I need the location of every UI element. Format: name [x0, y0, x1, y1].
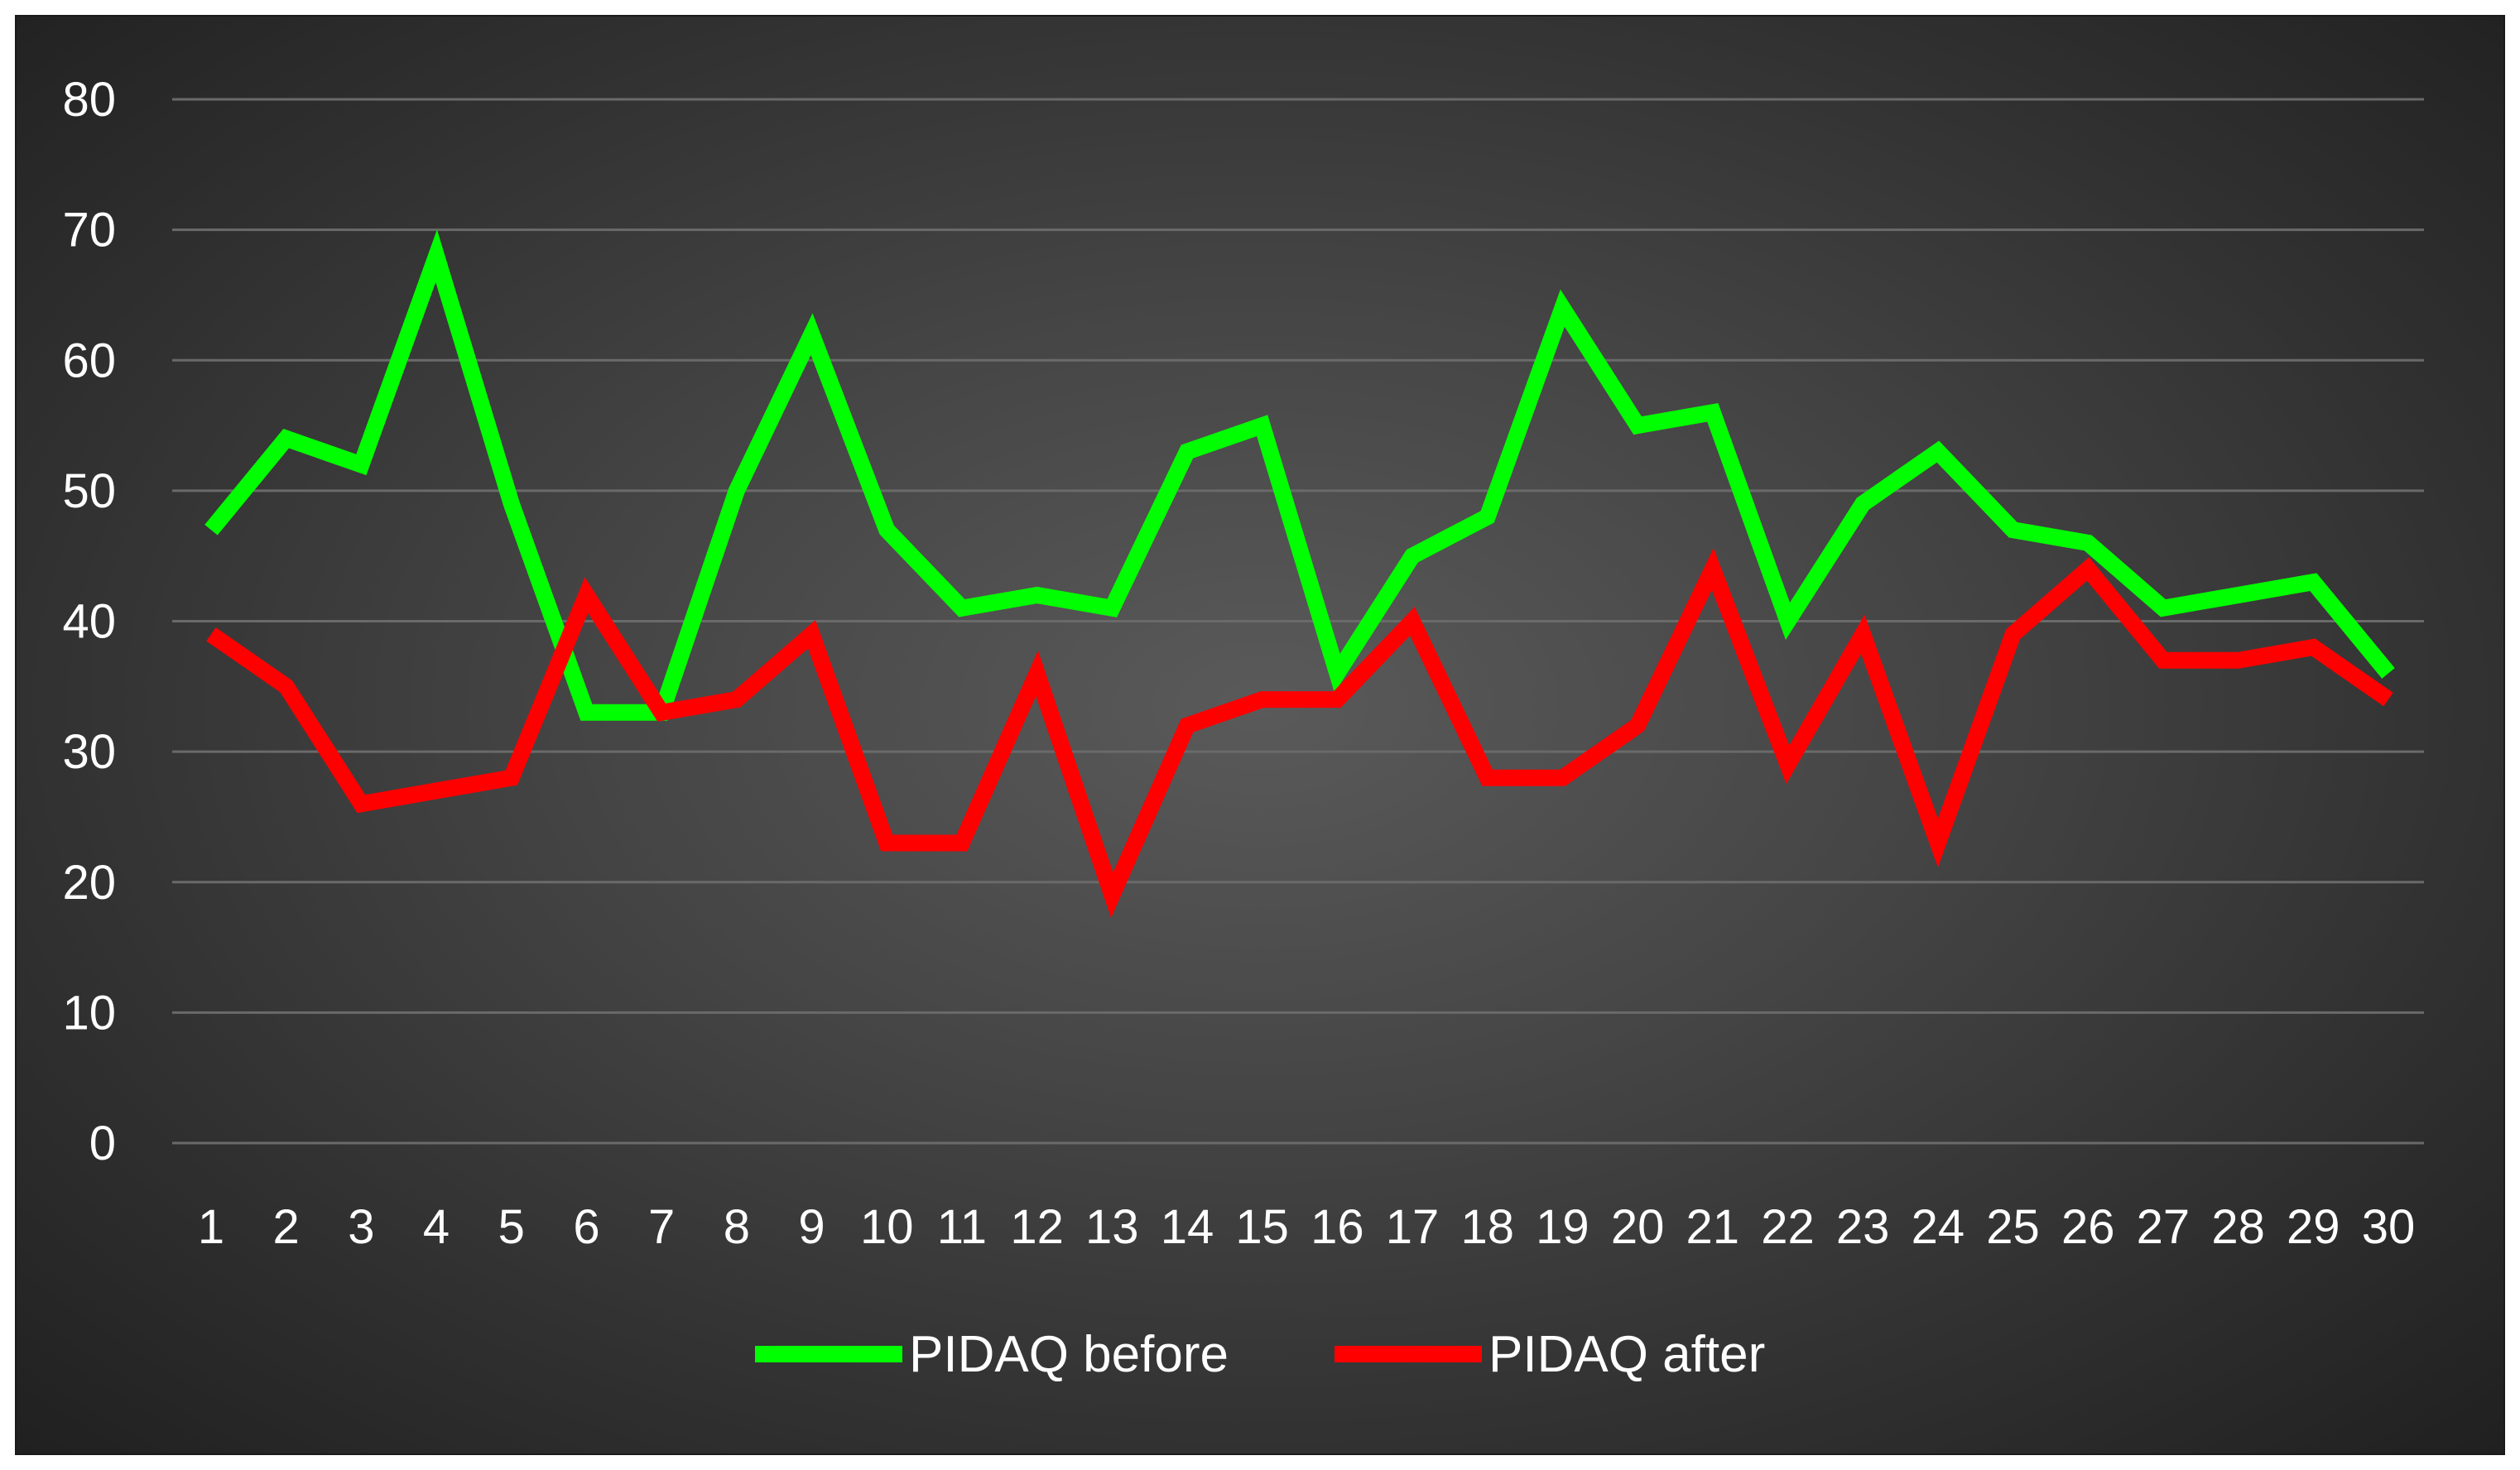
x-tick-label-23: 23 [1836, 1200, 1890, 1254]
x-tick-label-4: 4 [423, 1200, 450, 1254]
x-tick-label-16: 16 [1310, 1200, 1364, 1254]
x-tick-label-12: 12 [1010, 1200, 1064, 1254]
x-tick-label-26: 26 [2061, 1200, 2115, 1254]
x-tick-label-13: 13 [1085, 1200, 1139, 1254]
x-tick-label-24: 24 [1912, 1200, 1965, 1254]
legend: PIDAQ before PIDAQ after [755, 1326, 1765, 1383]
x-tick-label-25: 25 [1986, 1200, 2040, 1254]
y-tick-label-10: 10 [62, 986, 116, 1040]
x-tick-label-29: 29 [2287, 1200, 2340, 1254]
x-axis-tick-labels: 1 2 3 4 5 6 7 8 9 10 11 12 13 14 15 16 17 18 19 20 21 22 23 24 2… [198, 1200, 2415, 1254]
y-tick-label-70: 70 [62, 204, 116, 257]
x-tick-label-7: 7 [648, 1200, 675, 1254]
gridlines [172, 98, 2424, 1145]
x-tick-label-30: 30 [2362, 1200, 2416, 1254]
x-tick-label-10: 10 [860, 1200, 914, 1254]
x-tick-label-17: 17 [1386, 1200, 1440, 1254]
legend-label-pidaq-before: PIDAQ before [909, 1326, 1229, 1383]
y-tick-label-40: 40 [62, 595, 116, 649]
x-tick-label-8: 8 [724, 1200, 750, 1254]
x-tick-label-6: 6 [573, 1200, 599, 1254]
x-tick-label-18: 18 [1460, 1200, 1514, 1254]
x-tick-label-2: 2 [273, 1200, 300, 1254]
series-line-pidaq-before [204, 229, 2395, 721]
x-tick-label-9: 9 [798, 1200, 825, 1254]
y-tick-label-20: 20 [62, 856, 116, 910]
x-tick-label-21: 21 [1686, 1200, 1740, 1254]
y-tick-label-0: 0 [89, 1117, 116, 1170]
x-tick-label-14: 14 [1161, 1200, 1214, 1254]
y-tick-label-30: 30 [62, 725, 116, 779]
x-tick-label-5: 5 [498, 1200, 525, 1254]
y-tick-label-50: 50 [62, 464, 116, 518]
legend-label-pidaq-after: PIDAQ after [1488, 1326, 1765, 1383]
y-axis-tick-labels: 0 10 20 30 40 50 60 70 80 [62, 73, 116, 1170]
x-tick-label-19: 19 [1536, 1200, 1589, 1254]
x-tick-label-15: 15 [1235, 1200, 1289, 1254]
x-tick-label-11: 11 [937, 1200, 987, 1254]
x-tick-label-27: 27 [2137, 1200, 2191, 1254]
y-tick-label-60: 60 [62, 334, 116, 387]
x-tick-label-3: 3 [348, 1200, 374, 1254]
x-tick-label-20: 20 [1611, 1200, 1665, 1254]
y-tick-label-80: 80 [62, 73, 116, 127]
series-lines [204, 229, 2395, 919]
x-tick-label-22: 22 [1761, 1200, 1815, 1254]
series-line-pidaq-after [206, 548, 2393, 919]
x-tick-label-1: 1 [198, 1200, 224, 1254]
x-tick-label-28: 28 [2211, 1200, 2265, 1254]
